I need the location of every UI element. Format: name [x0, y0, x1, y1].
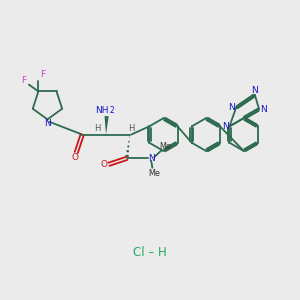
Text: Cl – H: Cl – H: [133, 246, 167, 259]
Text: H: H: [94, 124, 101, 133]
Text: N: N: [251, 86, 258, 95]
Text: H: H: [128, 124, 134, 133]
Text: N: N: [44, 119, 51, 128]
Text: 2: 2: [110, 106, 114, 115]
Text: F: F: [40, 70, 45, 79]
Text: NH: NH: [95, 106, 109, 115]
Text: Me: Me: [148, 169, 160, 178]
Text: O: O: [71, 153, 78, 162]
Text: N: N: [223, 122, 229, 131]
Text: F: F: [21, 76, 26, 85]
Text: N: N: [260, 105, 267, 114]
Text: N: N: [228, 103, 235, 112]
Text: N: N: [148, 154, 154, 163]
Text: O: O: [100, 160, 107, 169]
Text: Me: Me: [159, 142, 171, 151]
Polygon shape: [104, 116, 109, 134]
